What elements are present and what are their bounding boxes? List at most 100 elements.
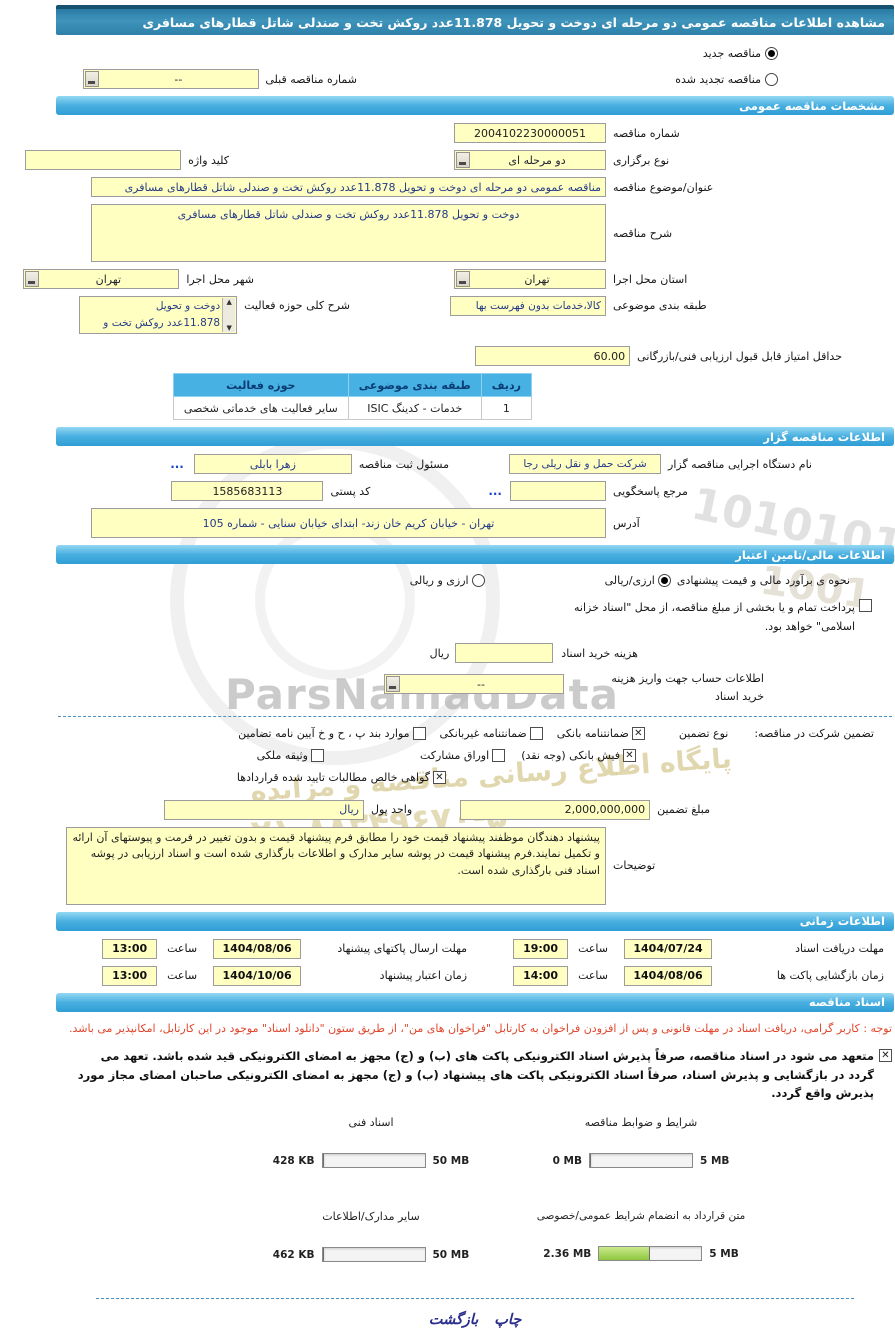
guarantee-bonds-checkbox[interactable]: [492, 748, 506, 762]
min-score-label: حداقل امتیاز قابل قبول ارزیابی فنی/بازرگ…: [637, 349, 842, 363]
fee-account-label: اطلاعات حساب جهت واریز هزینه خرید اسناد: [611, 672, 764, 703]
agency-org-label: نام دستگاه اجرایی مناقصه گزار: [668, 457, 812, 471]
guarantee-claims-checkbox[interactable]: [433, 770, 446, 784]
contact-more-link[interactable]: ...: [488, 484, 502, 498]
category-table: ردیف طبقه بندی موضوعی حوزه فعالیت 1 خدما…: [172, 373, 533, 420]
currency-both-radio[interactable]: [471, 574, 485, 587]
section-general-title: مشخصات مناقصه عمومی: [739, 98, 885, 113]
file-terms-label: شرایط و ضوابط مناقصه: [584, 1116, 698, 1130]
guarantee-amount-field[interactable]: 2,000,000,000: [460, 799, 651, 820]
held-type-select[interactable]: دو مرحله ای: [454, 150, 606, 170]
back-link[interactable]: بازگشت: [428, 1311, 479, 1329]
guarantee-bank-checkbox[interactable]: [631, 726, 645, 740]
bid-validity-date[interactable]: 1404/10/06: [213, 965, 302, 986]
file-terms-size: 0 MB: [552, 1154, 582, 1167]
guarantee-property-checkbox[interactable]: [311, 748, 324, 762]
documents-note: توجه : کاربر گرامی، دریافت اسناد در مهلت…: [68, 1021, 892, 1035]
registrar-more-link[interactable]: ...: [170, 457, 184, 471]
bid-submit-deadline-time[interactable]: 13:00: [102, 938, 158, 959]
postal-code-label: کد پستی: [330, 484, 371, 498]
file-technical-progressbar: [321, 1153, 426, 1169]
section-general-bar: مشخصات مناقصه عمومی: [56, 96, 894, 115]
dropdown-arrow-icon[interactable]: [456, 152, 470, 168]
bid-validity-time[interactable]: 13:00: [102, 965, 158, 986]
contact-label: مرجع پاسخگویی: [613, 484, 688, 498]
file-contract-size: 2.36 MB: [543, 1247, 592, 1260]
section-documents-bar: اسناد مناقصه: [56, 992, 894, 1012]
subject-label: عنوان/موضوع مناقصه: [613, 180, 714, 194]
city-select[interactable]: تهران: [23, 269, 180, 289]
col-category: طبقه بندی موضوعی: [347, 373, 482, 397]
scroll-up-icon[interactable]: ▲: [226, 298, 232, 306]
dropdown-arrow-icon[interactable]: [85, 71, 100, 87]
guarantee-bonds-label: اوراق مشارکت: [420, 748, 490, 762]
guarantee-type-label: نوع تضمین: [678, 726, 729, 740]
file-technical-label: اسناد فنی: [348, 1116, 394, 1130]
commitment-checkbox[interactable]: [879, 1049, 892, 1063]
currency-both-label: ارزی و ریالی: [409, 574, 469, 587]
section-agency-title: اطلاعات مناقصه گزار: [763, 429, 885, 444]
guarantee-bylaw-checkbox[interactable]: [412, 726, 426, 740]
fee-account-select[interactable]: --: [384, 674, 564, 695]
file-other-progressbar: [321, 1247, 426, 1263]
guarantee-bankslip-checkbox[interactable]: [623, 748, 636, 762]
province-select[interactable]: تهران: [454, 269, 606, 289]
currency-unit-field[interactable]: ریال: [163, 799, 364, 820]
keyword-label: کلید واژه: [188, 153, 229, 167]
category-field[interactable]: کالا،خدمات بدون فهرست بها: [450, 296, 606, 316]
registrar-label: مسئول ثبت مناقصه: [358, 457, 450, 471]
guarantee-nonbank-checkbox[interactable]: [529, 726, 543, 740]
file-technical-size: 428 KB: [272, 1154, 315, 1167]
registrar-field[interactable]: زهرا بابلی: [193, 454, 352, 474]
doc-receipt-deadline-date[interactable]: 1404/07/24: [624, 938, 712, 959]
scroll-down-icon[interactable]: ▼: [226, 324, 232, 332]
agency-org-field[interactable]: شرکت حمل و نقل ریلی رجا: [509, 454, 662, 474]
dropdown-arrow-icon[interactable]: [25, 271, 40, 287]
activity-listbox[interactable]: دوخت و تحویل 11.878عدد روکش تخت و ▲ ▼: [79, 296, 238, 334]
currency-rial-radio[interactable]: [657, 574, 671, 587]
file-other-label: سایر مدارک/اطلاعات: [322, 1210, 420, 1224]
dropdown-arrow-icon[interactable]: [386, 676, 400, 693]
section-schedule-title: اطلاعات زمانی: [799, 914, 885, 929]
section-financial-bar: اطلاعات مالی/تامین اعتبار: [56, 545, 894, 564]
renewed-tender-radio[interactable]: [765, 72, 778, 86]
print-link[interactable]: چاپ: [494, 1311, 522, 1329]
contact-field[interactable]: [510, 481, 606, 501]
tender-description-textarea[interactable]: دوخت و تحویل 11.878عدد روکش تخت و صندلی …: [91, 204, 606, 262]
address-field[interactable]: تهران - خیابان کریم خان زند- ابتدای خیاب…: [91, 508, 606, 538]
file-terms-progressbar: [589, 1153, 693, 1169]
previous-tender-number-select[interactable]: --: [83, 69, 260, 89]
bid-submit-deadline-label: مهلت ارسال پاکتهای پیشنهاد: [337, 942, 468, 956]
doc-fee-field[interactable]: [455, 643, 554, 664]
dropdown-arrow-icon[interactable]: [456, 271, 470, 287]
tender-number-field[interactable]: 2004102230000051: [454, 123, 606, 143]
envelope-opening-time[interactable]: 14:00: [513, 965, 569, 986]
province-label: استان محل اجرا: [613, 272, 688, 286]
file-contract-max: 5 MB: [709, 1247, 739, 1260]
currency-rial-label: ارزی/ریالی: [604, 574, 655, 587]
notes-textarea[interactable]: پیشنهاد دهندگان موظفند پیشنهاد قیمت خود …: [66, 826, 606, 905]
doc-fee-currency-label: ریال: [429, 646, 450, 660]
keyword-field[interactable]: [25, 150, 182, 170]
file-contract-progressbar: [598, 1246, 703, 1262]
envelope-opening-date[interactable]: 1404/08/06: [624, 965, 712, 986]
hour-label: ساعت: [578, 942, 608, 956]
bid-submit-deadline-date[interactable]: 1404/08/06: [213, 938, 302, 959]
listbox-scrollbar[interactable]: ▲ ▼: [222, 298, 236, 332]
table-row: 1 خدمات - کدینگ ISIC سایر فعالیت های خدم…: [172, 396, 533, 420]
hour-label: ساعت: [167, 969, 198, 983]
commitment-text: متعهد می شود در اسناد مناقصه، صرفاً پذیر…: [77, 1049, 874, 1100]
category-label: طبقه بندی موضوعی: [613, 299, 707, 312]
min-score-field[interactable]: 60.00: [475, 346, 631, 366]
guarantee-bankslip-label: فیش بانکی (وجه نقد): [521, 748, 620, 762]
file-terms-max: 5 MB: [700, 1154, 730, 1167]
subject-field[interactable]: مناقصه عمومی دو مرحله ای دوخت و تحویل 11…: [91, 177, 606, 197]
new-tender-radio[interactable]: [765, 47, 778, 60]
treasury-checkbox[interactable]: [859, 599, 872, 612]
postal-code-field[interactable]: 1585683113: [171, 481, 324, 501]
new-tender-label: مناقصه جدید: [702, 47, 761, 60]
currency-unit-label: واحد پول: [370, 803, 413, 817]
file-other-max: 50 MB: [432, 1248, 470, 1261]
estimate-method-label: نحوه ی برآورد مالی و قیمت پیشنهادی: [676, 574, 850, 587]
doc-receipt-deadline-time[interactable]: 19:00: [513, 938, 569, 959]
